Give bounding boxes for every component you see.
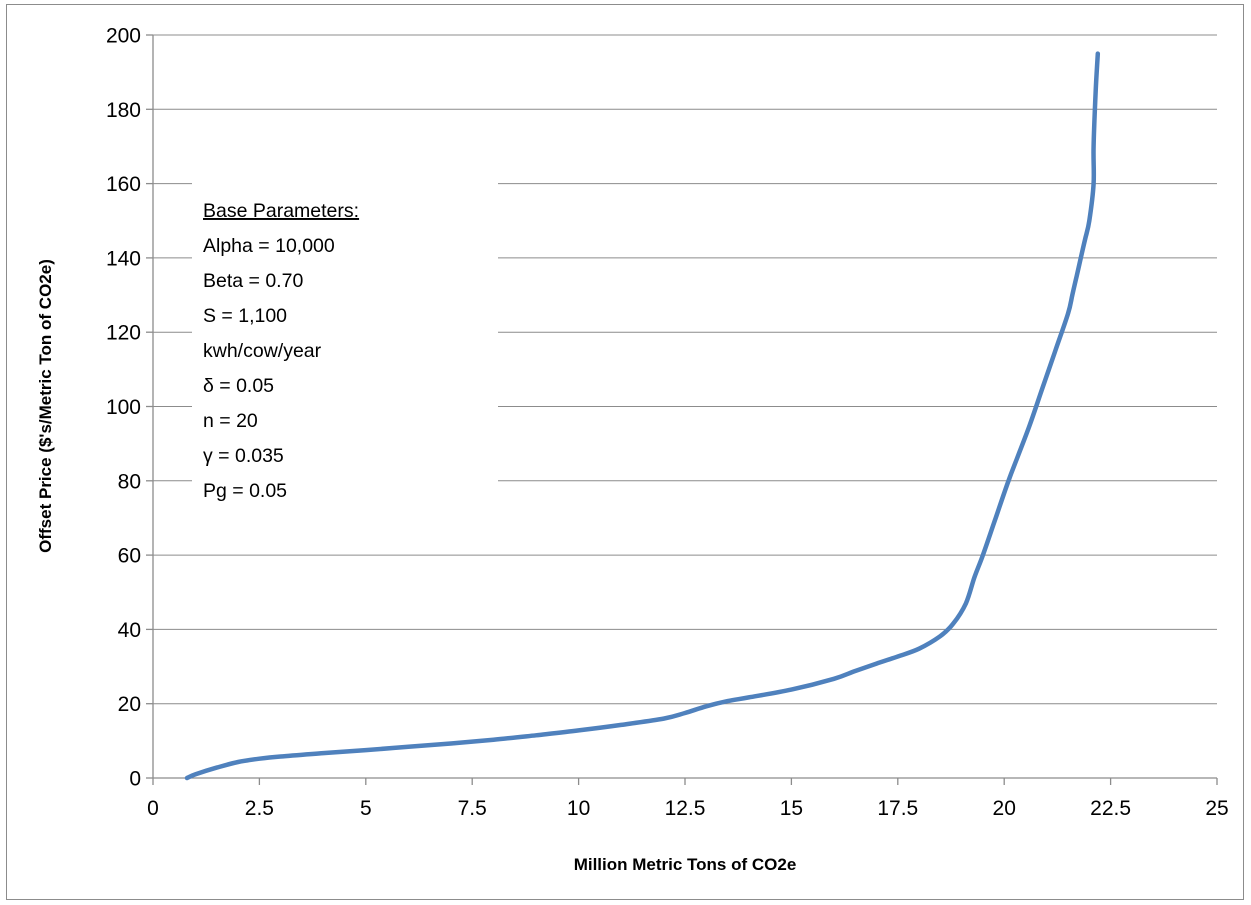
y-tick-label: 140 — [106, 247, 141, 270]
annotation-line: Beta = 0.70 — [203, 270, 303, 292]
annotation-line: n = 20 — [203, 410, 258, 432]
annotation-line: Pg = 0.05 — [203, 480, 287, 502]
annotation-heading: Base Parameters: — [203, 200, 359, 222]
y-tick-label: 100 — [106, 396, 141, 419]
base-parameters-annotation: Base Parameters: Alpha = 10,000 Beta = 0.… — [203, 200, 359, 502]
annotation-line: Alpha = 10,000 — [203, 235, 335, 257]
y-tick-label: 160 — [106, 173, 141, 196]
series-line — [184, 51, 1101, 781]
y-tick-label: 200 — [106, 25, 141, 48]
y-tick-label: 0 — [129, 768, 141, 791]
x-tick-label: 2.5 — [245, 797, 274, 820]
x-tick-label: 7.5 — [458, 797, 487, 820]
x-tick-label: 22.5 — [1090, 797, 1131, 820]
x-tick-label: 5 — [360, 797, 372, 820]
annotation-line: S = 1,100 — [203, 305, 287, 327]
x-tick-label: 20 — [993, 797, 1016, 820]
x-tick-label: 15 — [780, 797, 803, 820]
x-tick-label: 25 — [1205, 797, 1228, 820]
annotation-line: kwh/cow/year — [203, 340, 322, 362]
y-tick-label: 40 — [118, 619, 141, 642]
y-axis-title: Offset Price ($'s/Metric Ton of CO2e) — [36, 259, 55, 553]
y-tick-label: 80 — [118, 470, 141, 493]
y-tick-label: 180 — [106, 99, 141, 122]
x-tick-label: 12.5 — [665, 797, 706, 820]
y-tick-label: 20 — [118, 693, 141, 716]
x-tick-label: 10 — [567, 797, 590, 820]
annotation-line: γ = 0.035 — [203, 445, 284, 467]
x-tick-label: 0 — [147, 797, 159, 820]
y-tick-label: 120 — [106, 322, 141, 345]
x-axis-title: Million Metric Tons of CO2e — [574, 855, 797, 874]
annotation-background — [192, 182, 498, 512]
y-tick-label: 60 — [118, 545, 141, 568]
x-tick-label: 17.5 — [877, 797, 918, 820]
tick-labels: 0 20 40 60 80 100 120 140 160 180 200 0 2.5 5 7.5 10 12.… — [106, 25, 1229, 821]
annotation-line: δ = 0.05 — [203, 375, 274, 397]
gridlines — [153, 34, 1217, 705]
